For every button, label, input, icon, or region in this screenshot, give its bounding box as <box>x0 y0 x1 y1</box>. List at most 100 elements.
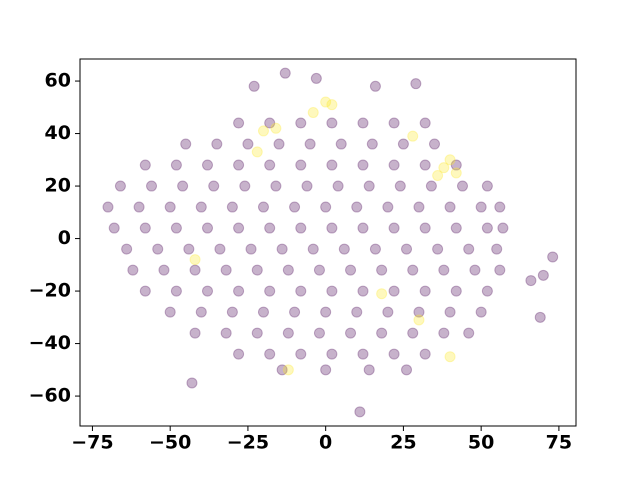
point <box>264 222 276 234</box>
point <box>295 159 307 171</box>
point <box>432 243 444 255</box>
point <box>189 327 201 339</box>
point <box>534 311 546 323</box>
point <box>295 348 307 360</box>
y-tick-label: 0 <box>58 227 71 249</box>
point <box>139 159 151 171</box>
point <box>450 222 462 234</box>
point <box>419 222 431 234</box>
point <box>313 327 325 339</box>
point <box>313 264 325 276</box>
point <box>357 117 369 129</box>
point <box>444 351 456 363</box>
point <box>357 159 369 171</box>
point <box>170 222 182 234</box>
point <box>494 264 506 276</box>
point <box>475 306 487 318</box>
point <box>410 78 422 90</box>
point <box>211 138 223 150</box>
point <box>450 167 462 179</box>
point <box>295 117 307 129</box>
point <box>326 159 338 171</box>
point <box>388 117 400 129</box>
y-tick-label: 60 <box>45 70 71 92</box>
point <box>494 201 506 213</box>
point <box>183 243 195 255</box>
point <box>388 222 400 234</box>
point <box>127 264 139 276</box>
plot-frame <box>79 58 577 427</box>
point <box>146 180 158 192</box>
point <box>273 138 285 150</box>
point <box>537 269 549 281</box>
point <box>376 327 388 339</box>
point <box>326 99 338 111</box>
point <box>463 243 475 255</box>
point <box>369 80 381 92</box>
y-tick-label: −60 <box>29 385 71 407</box>
point <box>444 306 456 318</box>
point <box>320 364 332 376</box>
point <box>438 264 450 276</box>
point <box>121 243 133 255</box>
point <box>233 222 245 234</box>
point <box>376 288 388 300</box>
points <box>102 67 559 418</box>
point <box>220 327 232 339</box>
point <box>264 285 276 297</box>
point <box>233 159 245 171</box>
point <box>242 138 254 150</box>
point <box>282 327 294 339</box>
point <box>351 201 363 213</box>
point <box>114 180 126 192</box>
y-tick-label: 20 <box>45 175 71 197</box>
y-tick-label: −40 <box>29 332 71 354</box>
point <box>401 364 413 376</box>
point <box>310 72 322 84</box>
y-tick-label: 40 <box>45 122 71 144</box>
point <box>419 285 431 297</box>
point <box>201 222 213 234</box>
point <box>438 162 450 174</box>
x-tick-label: 50 <box>468 432 494 454</box>
point <box>363 180 375 192</box>
point <box>432 170 444 182</box>
point <box>547 251 559 263</box>
point <box>429 138 441 150</box>
point <box>394 180 406 192</box>
point <box>413 201 425 213</box>
point <box>320 306 332 318</box>
point <box>189 264 201 276</box>
point <box>397 138 409 150</box>
point <box>357 348 369 360</box>
point <box>226 306 238 318</box>
point <box>413 306 425 318</box>
point <box>419 117 431 129</box>
point <box>233 348 245 360</box>
point <box>425 180 437 192</box>
point <box>481 222 493 234</box>
y-tick-label: −20 <box>29 280 71 302</box>
point <box>354 406 366 418</box>
point <box>257 201 269 213</box>
x-tick-label: −25 <box>227 432 269 454</box>
point <box>326 222 338 234</box>
point <box>248 80 260 92</box>
point <box>376 264 388 276</box>
point <box>382 306 394 318</box>
point <box>133 201 145 213</box>
point <box>326 117 338 129</box>
point <box>419 348 431 360</box>
point <box>208 180 220 192</box>
point <box>139 222 151 234</box>
point <box>108 222 120 234</box>
point <box>357 285 369 297</box>
point <box>326 285 338 297</box>
point <box>279 67 291 79</box>
x-tick-label: 0 <box>319 432 332 454</box>
point <box>450 285 462 297</box>
point <box>444 154 456 166</box>
point <box>338 243 350 255</box>
point <box>463 327 475 339</box>
